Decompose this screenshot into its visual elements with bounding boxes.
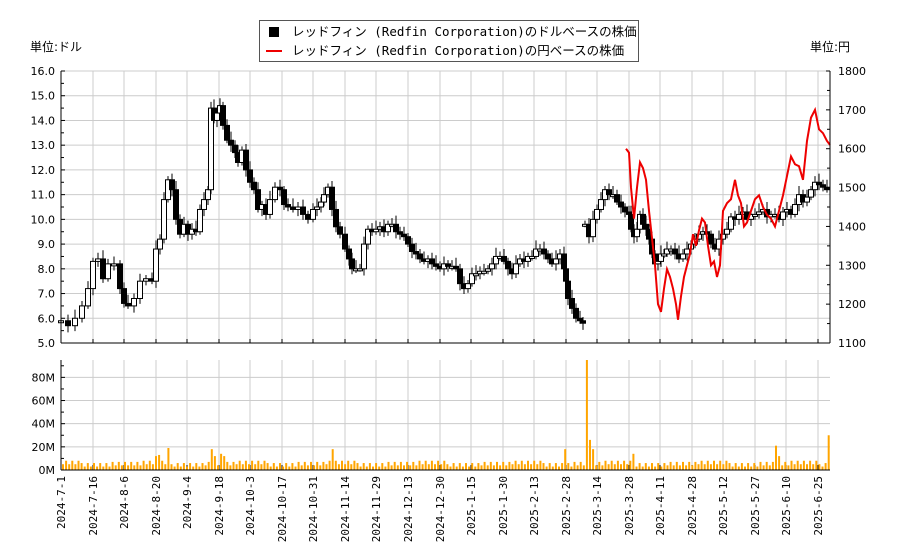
legend-label-usd: レッドフィン (Redfin Corporation)のドルベースの株価	[292, 24, 637, 39]
date-tick-label: 2024-8-20	[150, 476, 163, 536]
left-axis-tick-label: 15.0	[31, 90, 56, 103]
left-axis-tick-label: 8.0	[38, 263, 56, 276]
date-tick-label: 2024-11-14	[339, 476, 352, 543]
date-tick-label: 2025-4-28	[686, 476, 699, 536]
date-tick-label: 2024-7-16	[87, 476, 100, 536]
price-plot-area	[61, 71, 830, 343]
volume-axis-tick-label: 80M	[32, 371, 56, 384]
chart-legend: レッドフィン (Redfin Corporation)のドルベースの株価 レッド…	[259, 20, 639, 62]
date-tick-label: 2024-9-18	[213, 476, 226, 536]
usd-candlesticks	[58, 98, 830, 333]
right-axis-unit: 単位:円	[810, 40, 851, 54]
legend-line-icon	[266, 50, 282, 52]
left-axis-tick-label: 14.0	[31, 114, 56, 127]
left-axis-tick-label: 12.0	[31, 164, 56, 177]
date-tick-label: 2024-8-6	[118, 476, 131, 529]
jpy-price-line	[625, 106, 831, 320]
legend-square-icon	[269, 27, 279, 37]
legend-label-jpy: レッドフィン (Redfin Corporation)の円ベースの株価	[292, 43, 625, 58]
right-axis-tick-label: 1600	[838, 143, 866, 156]
right-axis-tick-label: 1200	[838, 298, 866, 311]
left-axis-tick-label: 9.0	[38, 238, 56, 251]
left-axis-tick-label: 11.0	[31, 189, 56, 202]
date-tick-label: 2024-9-4	[181, 476, 194, 529]
right-axis-tick-label: 1800	[838, 65, 866, 78]
right-axis-tick-label: 1500	[838, 182, 866, 195]
left-axis-tick-label: 16.0	[31, 65, 56, 78]
right-axis-tick-label: 1400	[838, 220, 866, 233]
date-tick-label: 2025-2-13	[528, 476, 541, 536]
date-tick-label: 2025-1-30	[497, 476, 510, 536]
right-axis-tick-label: 1300	[838, 259, 866, 272]
right-axis-tick-label: 1100	[838, 337, 866, 350]
date-tick-label: 2025-5-12	[717, 476, 730, 536]
volume-bars	[62, 360, 830, 470]
date-tick-label: 2025-3-14	[591, 476, 604, 536]
date-tick-label: 2025-3-28	[623, 476, 636, 536]
date-tick-label: 2024-11-29	[370, 476, 383, 542]
volume-axis-tick-label: 20M	[32, 441, 56, 454]
date-tick-label: 2024-10-31	[307, 476, 320, 542]
right-axis-tick-label: 1700	[838, 104, 866, 117]
left-axis-tick-label: 5.0	[38, 337, 56, 350]
volume-axis-tick-label: 40M	[32, 418, 56, 431]
left-axis-unit: 単位:ドル	[30, 40, 83, 54]
date-tick-label: 2025-2-28	[560, 476, 573, 536]
date-tick-label: 2024-12-13	[402, 476, 415, 542]
volume-axis-tick-label: 60M	[32, 395, 56, 408]
date-tick-label: 2025-5-27	[749, 476, 762, 536]
date-tick-label: 2025-4-11	[654, 476, 667, 536]
date-tick-label: 2025-6-25	[812, 476, 825, 536]
left-axis-tick-label: 13.0	[31, 139, 56, 152]
date-tick-label: 2024-7-1	[55, 476, 68, 529]
date-tick-label: 2024-10-3	[244, 476, 257, 536]
volume-axis-tick-label: 0M	[39, 464, 56, 477]
date-tick-label: 2025-1-15	[465, 476, 478, 536]
date-tick-label: 2024-12-30	[434, 476, 447, 542]
left-axis-tick-label: 10.0	[31, 213, 56, 226]
left-axis-tick-label: 7.0	[38, 288, 56, 301]
left-axis-tick-label: 6.0	[38, 312, 56, 325]
date-tick-label: 2024-10-17	[276, 476, 289, 542]
date-tick-label: 2025-6-10	[780, 476, 793, 536]
